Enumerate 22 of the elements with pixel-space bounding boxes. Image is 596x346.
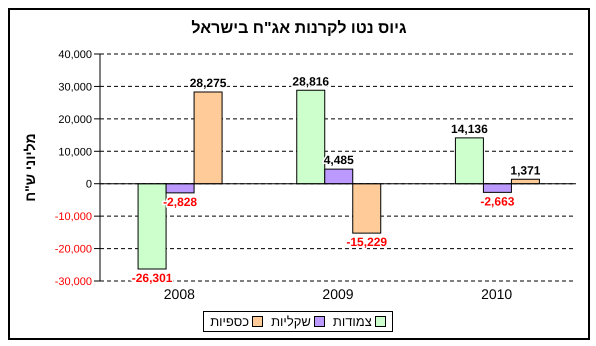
y-tick-label: -30,000 — [54, 276, 92, 288]
y-tick-label: -10,000 — [54, 211, 92, 224]
data-label: -15,229 — [346, 235, 388, 250]
legend-label: צמודות — [332, 314, 372, 329]
data-label: 1,371 — [510, 163, 541, 178]
legend-label: כספיות — [210, 314, 250, 329]
x-tick-label: 2008 — [164, 286, 196, 302]
y-tick-label: 20,000 — [58, 114, 92, 126]
chart-title: גיוס נטו לקרנות אג"ח בישראל — [190, 20, 408, 38]
legend-label: שקליות — [271, 314, 311, 329]
y-tick-label: 0 — [86, 178, 92, 191]
data-label: -2,663 — [480, 194, 515, 208]
y-tick-label: -20,000 — [54, 244, 92, 256]
y-tick-label: 40,000 — [58, 49, 92, 61]
data-label: 28,816 — [292, 74, 330, 88]
data-label: -26,301 — [132, 271, 173, 286]
y-tick-label: 10,000 — [58, 146, 92, 158]
data-label: 14,136 — [451, 122, 488, 136]
y-axis-title: מליוני ש"ח — [22, 133, 38, 202]
y-tick-label: 30,000 — [58, 81, 92, 94]
x-tick-label: 2009 — [322, 286, 354, 302]
x-tick-label: 2010 — [481, 286, 512, 302]
